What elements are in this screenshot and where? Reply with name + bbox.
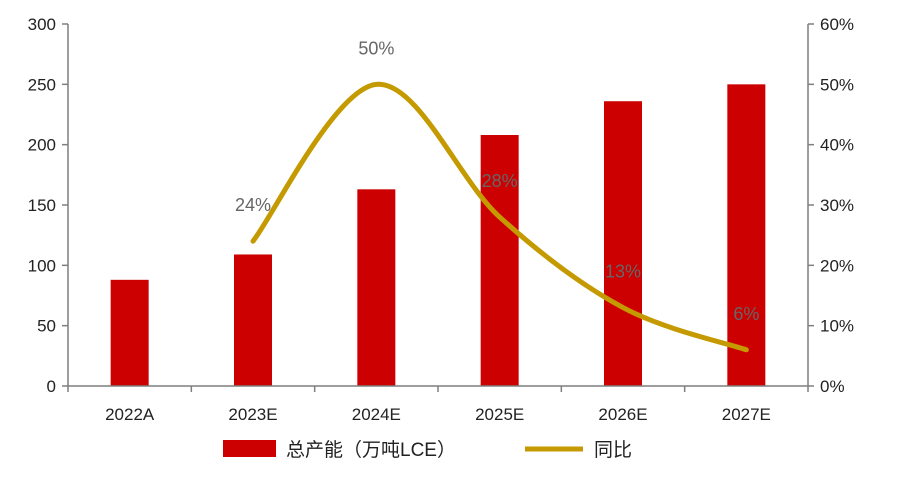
y-right-tick-label: 60% — [820, 15, 854, 34]
y-left-tick-label: 50 — [37, 317, 56, 336]
y-right-tick-label: 40% — [820, 136, 854, 155]
x-tick-label: 2027E — [722, 405, 771, 424]
y-right-tick-label: 20% — [820, 256, 854, 275]
bar — [480, 135, 519, 386]
legend: 总产能（万吨LCE） 同比 — [223, 439, 632, 461]
y-right-tick-label: 50% — [820, 75, 854, 94]
yoy-data-label: 24% — [235, 195, 271, 215]
yoy-data-label: 50% — [358, 38, 394, 58]
legend-bar-label: 总产能（万吨LCE） — [286, 439, 456, 461]
y-left-tick-label: 150 — [28, 196, 56, 215]
y-left-tick-label: 300 — [28, 15, 56, 34]
bar — [727, 84, 766, 386]
bar — [604, 101, 642, 386]
bar-series — [110, 84, 766, 386]
yoy-data-label: 13% — [605, 262, 641, 282]
x-tick-label: 2025E — [475, 405, 524, 424]
y-left-tick-label: 0 — [47, 377, 56, 396]
legend-bar-swatch — [223, 440, 276, 457]
y-right-tick-label: 0% — [820, 377, 845, 396]
y-right-tick-label: 10% — [820, 317, 854, 336]
x-tick-label: 2026E — [598, 405, 647, 424]
bar — [110, 279, 149, 386]
axes: 0 50 100 150 200 250 300 0% 10% 20% 30% 40% 50% 60% 20… — [28, 15, 854, 424]
line-series: 24% 50% 28% 13% 6% — [235, 38, 759, 353]
y-left-tick-label: 100 — [28, 256, 56, 275]
yoy-line — [250, 81, 749, 353]
bar — [234, 254, 272, 386]
x-tick-label: 2024E — [352, 405, 401, 424]
x-tick-label: 2023E — [228, 405, 277, 424]
legend-line-label: 同比 — [594, 439, 632, 461]
yoy-data-label: 28% — [482, 171, 518, 191]
y-right-tick-label: 30% — [820, 196, 854, 215]
yoy-data-label: 6% — [733, 304, 759, 324]
bar — [357, 189, 396, 386]
y-left-tick-label: 200 — [28, 136, 56, 155]
x-tick-label: 2022A — [105, 405, 155, 424]
y-left-tick-label: 250 — [28, 75, 56, 94]
